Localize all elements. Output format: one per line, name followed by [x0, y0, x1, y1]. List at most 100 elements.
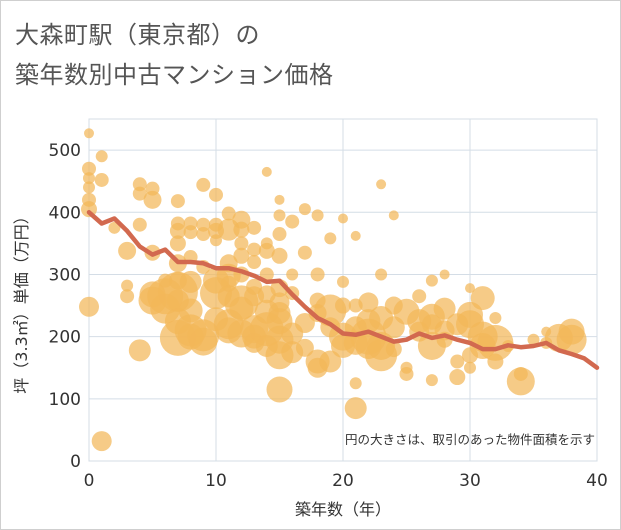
bubble-series: [79, 128, 587, 452]
x-tick-label: 30: [459, 471, 481, 491]
bubble-point: [338, 213, 348, 224]
bubble-point: [350, 230, 361, 241]
bubble-point: [358, 292, 379, 313]
bubble-point: [376, 179, 387, 190]
bubble-point: [527, 333, 540, 346]
bubble-point: [91, 431, 112, 452]
bubble-point: [170, 194, 185, 209]
bubble-point: [477, 324, 514, 361]
bubble-point: [221, 206, 236, 221]
bubble-point: [285, 214, 300, 229]
bubble-point: [425, 274, 438, 287]
bubble-point: [310, 267, 325, 282]
bubble-point: [272, 227, 287, 242]
bubble-point: [83, 181, 95, 194]
chart-title-line1: 大森町駅（東京都）の: [15, 21, 260, 49]
bubble-point: [261, 166, 272, 177]
bubble-point: [465, 283, 475, 294]
bubble-point: [335, 297, 351, 314]
bubble-point: [234, 236, 249, 251]
bubble-point: [450, 354, 465, 369]
bubble-point: [464, 361, 476, 374]
bubble-point: [311, 209, 324, 222]
bubble-point: [120, 289, 135, 304]
x-axis-label: 築年数（年）: [295, 500, 391, 519]
bubble-point: [179, 270, 202, 293]
bubble-point: [349, 377, 362, 390]
bubble-point: [324, 232, 337, 245]
bubble-point: [196, 177, 211, 192]
bubble-point: [121, 279, 134, 292]
chart-title-line2: 築年数別中古マンション価格: [15, 61, 334, 89]
bubble-point: [209, 187, 223, 202]
bubble-point: [271, 247, 288, 264]
bubble-point: [233, 221, 250, 238]
bubble-point: [132, 217, 147, 232]
bubble-point: [489, 311, 502, 324]
x-tick-labels: 0 10 20 30 40: [84, 471, 608, 491]
bubble-point: [319, 350, 342, 373]
bubble-point: [298, 203, 311, 216]
bubble-size-note: 円の大きさは、取引のあった物件面積を示す: [345, 432, 595, 447]
bubble-point: [337, 275, 349, 288]
x-tick-label: 10: [205, 471, 227, 491]
y-tick-labels: 0 100 200 300 400 500: [49, 141, 81, 472]
bubble-point: [189, 327, 218, 356]
bubble-point: [118, 241, 137, 260]
bubble-point: [506, 367, 535, 396]
y-axis-label: 坪（3.3㎡）単価（万円）: [12, 208, 31, 393]
bubble-point: [470, 286, 495, 311]
bubble-point: [95, 150, 108, 163]
y-tick-label: 400: [49, 203, 81, 223]
bubble-point: [82, 161, 96, 176]
bubble-point: [439, 269, 450, 280]
bubble-point: [399, 366, 414, 381]
bubble-point: [247, 255, 262, 270]
bubble-point: [487, 353, 504, 370]
bubble-point: [247, 220, 262, 235]
bubble-point: [83, 172, 95, 185]
bubble-point: [183, 225, 198, 240]
y-tick-label: 100: [49, 390, 81, 410]
trend-line: [86, 210, 600, 370]
y-tick-label: 500: [49, 141, 81, 161]
bubble-point: [449, 369, 466, 386]
bubble-point: [247, 242, 262, 257]
bubble-point: [196, 227, 211, 242]
bubble-point: [433, 297, 456, 320]
x-tick-label: 0: [84, 471, 95, 491]
bubble-point: [169, 235, 186, 252]
bubble-point: [558, 318, 585, 345]
bubble-point: [233, 247, 250, 264]
bubble-point: [297, 245, 312, 260]
bubble-point: [266, 376, 293, 403]
y-tick-label: 200: [49, 328, 81, 348]
bubble-point: [344, 397, 367, 420]
bubble-point: [286, 268, 299, 281]
y-tick-label: 300: [49, 265, 81, 285]
bubble-point: [79, 296, 99, 317]
bubble-point: [412, 289, 427, 304]
bubble-point: [385, 341, 402, 358]
bubble-point: [294, 312, 315, 333]
bubble-point: [273, 209, 286, 222]
bubble-point: [258, 242, 275, 259]
bubble-point: [94, 172, 109, 187]
bubble-point: [169, 222, 186, 239]
y-tick-label: 0: [70, 452, 81, 472]
bubble-point: [108, 221, 121, 234]
bubble-point: [295, 338, 314, 357]
bubble-point: [128, 339, 151, 362]
x-tick-label: 40: [586, 471, 608, 491]
bubble-point: [425, 374, 438, 387]
bubble-point: [210, 234, 222, 247]
bubble-point: [375, 268, 388, 281]
x-tick-label: 20: [332, 471, 354, 491]
bubble-point: [143, 190, 162, 209]
bubble-point: [132, 186, 147, 201]
trend-series: [86, 210, 600, 370]
bubble-point: [274, 194, 285, 205]
bubble-point: [388, 210, 399, 221]
